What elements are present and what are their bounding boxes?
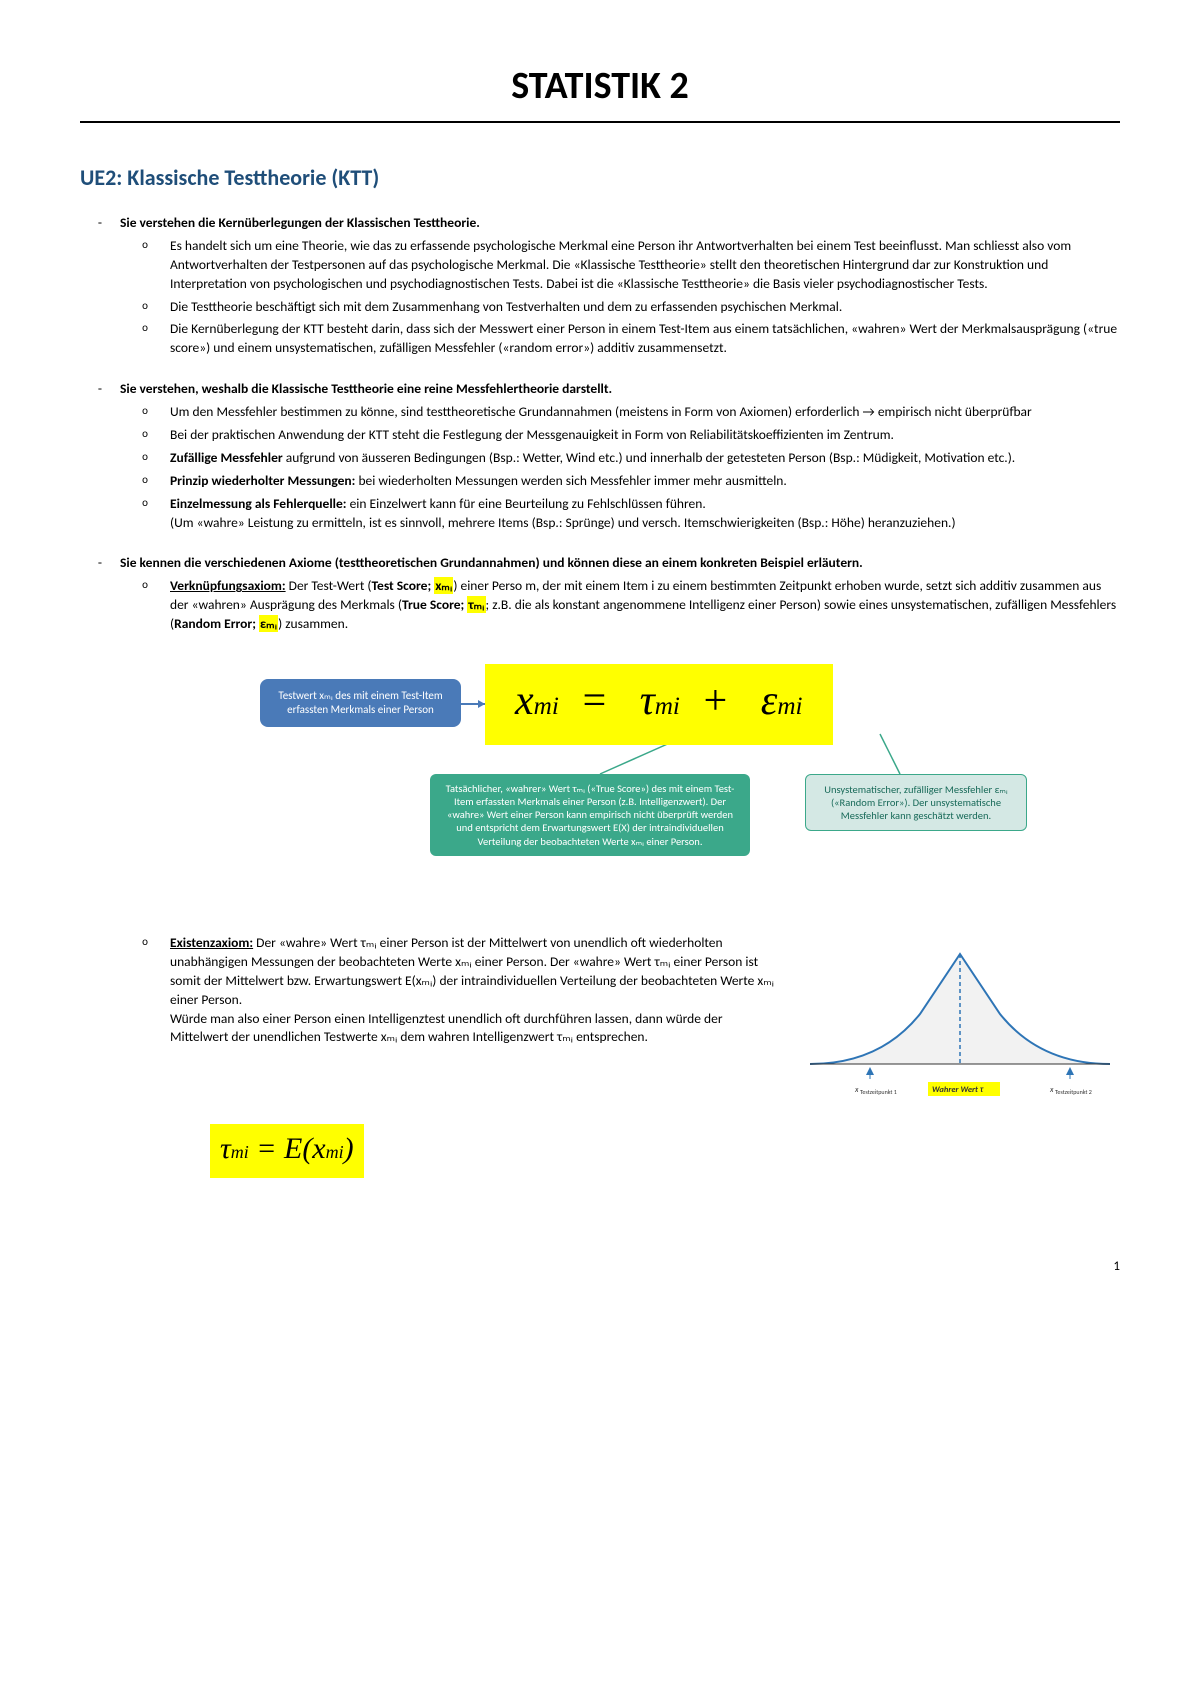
dash-marker: - <box>80 214 120 362</box>
bell-left-label: x <box>854 1085 859 1095</box>
verknuepfung-figure: Testwert xₘᵢ des mit einem Test-Item erf… <box>260 664 1030 904</box>
sub-item: o Existenzaxiom: Der «wahre» Wert τₘᵢ ei… <box>120 934 1120 1110</box>
svg-text:Testzeitpunkt 2: Testzeitpunkt 2 <box>1055 1088 1092 1096</box>
list-item: - Sie verstehen die Kernüberlegungen der… <box>80 214 1120 362</box>
sub-item: o Einzelmessung als Fehlerquelle: ein Ei… <box>120 495 1120 533</box>
svg-text:Testzeitpunkt 1: Testzeitpunkt 1 <box>860 1088 897 1096</box>
sub-item: o Zufällige Messfehler aufgrund von äuss… <box>120 449 1120 468</box>
body-text: Prinzip wiederholter Messungen: bei wied… <box>170 472 1120 491</box>
body-text: Um den Messfehler bestimmen zu könne, si… <box>170 403 1120 422</box>
block2-heading: Sie verstehen, weshalb die Klassische Te… <box>120 380 1120 399</box>
sub-item: o Die Kernüberlegung der KTT besteht dar… <box>120 320 1120 358</box>
sub-item: o Es handelt sich um eine Theorie, wie d… <box>120 237 1120 294</box>
page-title: STATISTIK 2 <box>80 60 1120 123</box>
body-text: Verknüpfungsaxiom: Der Test-Wert (Test S… <box>170 577 1120 634</box>
sub-item: o Verknüpfungsaxiom: Der Test-Wert (Test… <box>120 577 1120 634</box>
svg-text:Wahrer Wert τ: Wahrer Wert τ <box>932 1085 984 1095</box>
sub-item: o Prinzip wiederholter Messungen: bei wi… <box>120 472 1120 491</box>
circle-marker: o <box>120 495 170 533</box>
blue-box: Testwert xₘᵢ des mit einem Test-Item erf… <box>260 679 461 727</box>
body-text: Zufällige Messfehler aufgrund von äusser… <box>170 449 1120 468</box>
body-text: Die Kernüberlegung der KTT besteht darin… <box>170 320 1120 358</box>
circle-marker: o <box>120 320 170 358</box>
body-text: Einzelmessung als Fehlerquelle: ein Einz… <box>170 495 1120 533</box>
dash-marker: - <box>80 554 120 1177</box>
block3-heading: Sie kennen die verschiedenen Axiome (tes… <box>120 554 1120 573</box>
sub-item: o Die Testtheorie beschäftigt sich mit d… <box>120 298 1120 317</box>
body-text: Es handelt sich um eine Theorie, wie das… <box>170 237 1120 294</box>
dash-marker: - <box>80 380 120 536</box>
list-item: - Sie verstehen, weshalb die Klassische … <box>80 380 1120 536</box>
circle-marker: o <box>120 403 170 422</box>
main-formula: xmi = τmi + εmi <box>485 664 833 745</box>
circle-marker: o <box>120 449 170 468</box>
green-box: Tatsächlicher, «wahrer» Wert τₘᵢ («True … <box>430 774 750 856</box>
body-text: Bei der praktischen Anwendung der KTT st… <box>170 426 1120 445</box>
circle-marker: o <box>120 426 170 445</box>
sub-item: o Bei der praktischen Anwendung der KTT … <box>120 426 1120 445</box>
circle-marker: o <box>120 577 170 634</box>
body-text: Existenzaxiom: Der «wahre» Wert τₘᵢ eine… <box>170 934 780 1047</box>
bell-curve-figure: x Testzeitpunkt 1 Wahrer Wert τ x Testze… <box>800 934 1120 1110</box>
page-number: 1 <box>80 1258 1120 1276</box>
body-text: Die Testtheorie beschäftigt sich mit dem… <box>170 298 1120 317</box>
circle-marker: o <box>120 298 170 317</box>
block1-heading: Sie verstehen die Kernüberlegungen der K… <box>120 214 1120 233</box>
list-item: - Sie kennen die verschiedenen Axiome (t… <box>80 554 1120 1177</box>
svg-text:x: x <box>1049 1085 1054 1095</box>
teal-box: Unsystematischer, zufälliger Messfehler … <box>805 774 1027 831</box>
section-heading: UE2: Klassische Testtheorie (KTT) <box>80 163 1120 194</box>
circle-marker: o <box>120 237 170 294</box>
circle-marker: o <box>120 934 170 1110</box>
existenz-formula: τmi = E(xmi) <box>210 1124 364 1178</box>
circle-marker: o <box>120 472 170 491</box>
sub-item: o Um den Messfehler bestimmen zu könne, … <box>120 403 1120 422</box>
